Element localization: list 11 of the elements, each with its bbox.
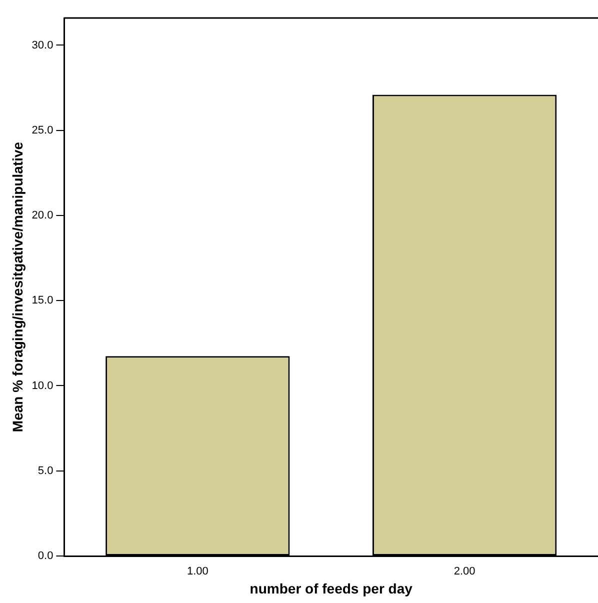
x-axis-title: number of feeds per day <box>250 580 413 596</box>
x-tick-label: 1.00 <box>186 566 208 578</box>
y-tick-label: 5.0 <box>38 464 54 477</box>
y-tick-label: 20.0 <box>32 210 54 222</box>
y-axis-title: Mean % foraging/invesitgative/manipulative <box>9 142 26 432</box>
x-tick-label: 2.00 <box>454 566 476 578</box>
y-tick-label: 10.0 <box>32 380 54 392</box>
y-tick-label: 30.0 <box>32 39 54 52</box>
y-tick-label: 0.0 <box>38 550 54 562</box>
y-tick-label: 25.0 <box>32 124 54 136</box>
y-tick-label: 15.0 <box>32 294 54 307</box>
